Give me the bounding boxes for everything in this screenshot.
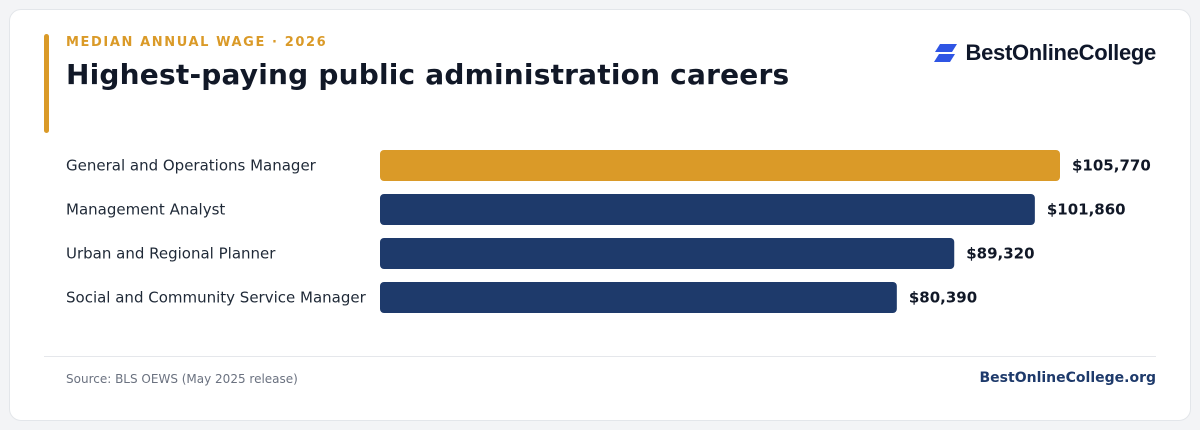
title-accent-bar: [44, 34, 49, 133]
bar: [380, 238, 955, 269]
brand-name: BestOnlineCollege: [965, 40, 1157, 65]
footer-divider: [44, 356, 1156, 357]
value-label: $89,320: [966, 245, 1034, 263]
bar-chart: General and Operations Manager $105,770 Ma…: [66, 150, 1151, 313]
site-link[interactable]: BestOnlineCollege.org: [979, 370, 1156, 386]
category-label: Urban and Regional Planner: [66, 245, 276, 263]
chart-card: MEDIAN ANNUAL WAGE · 2026 Highest-paying…: [9, 9, 1191, 421]
value-label: $101,860: [1047, 201, 1126, 219]
category-label: Social and Community Service Manager: [66, 289, 367, 307]
bar: [380, 150, 1060, 181]
value-label: $105,770: [1072, 157, 1151, 175]
source-note: Source: BLS OEWS (May 2025 release): [66, 372, 298, 386]
brand-logo: BestOnlineCollege: [933, 40, 1157, 66]
bar: [380, 194, 1035, 225]
brand-logo-icon: [933, 44, 957, 62]
category-label: General and Operations Manager: [66, 157, 317, 175]
chart-title: Highest-paying public administration car…: [66, 58, 790, 91]
value-label: $80,390: [909, 289, 977, 307]
category-label: Management Analyst: [66, 201, 225, 219]
chart-eyebrow: MEDIAN ANNUAL WAGE · 2026: [66, 35, 328, 50]
bar: [380, 282, 897, 313]
